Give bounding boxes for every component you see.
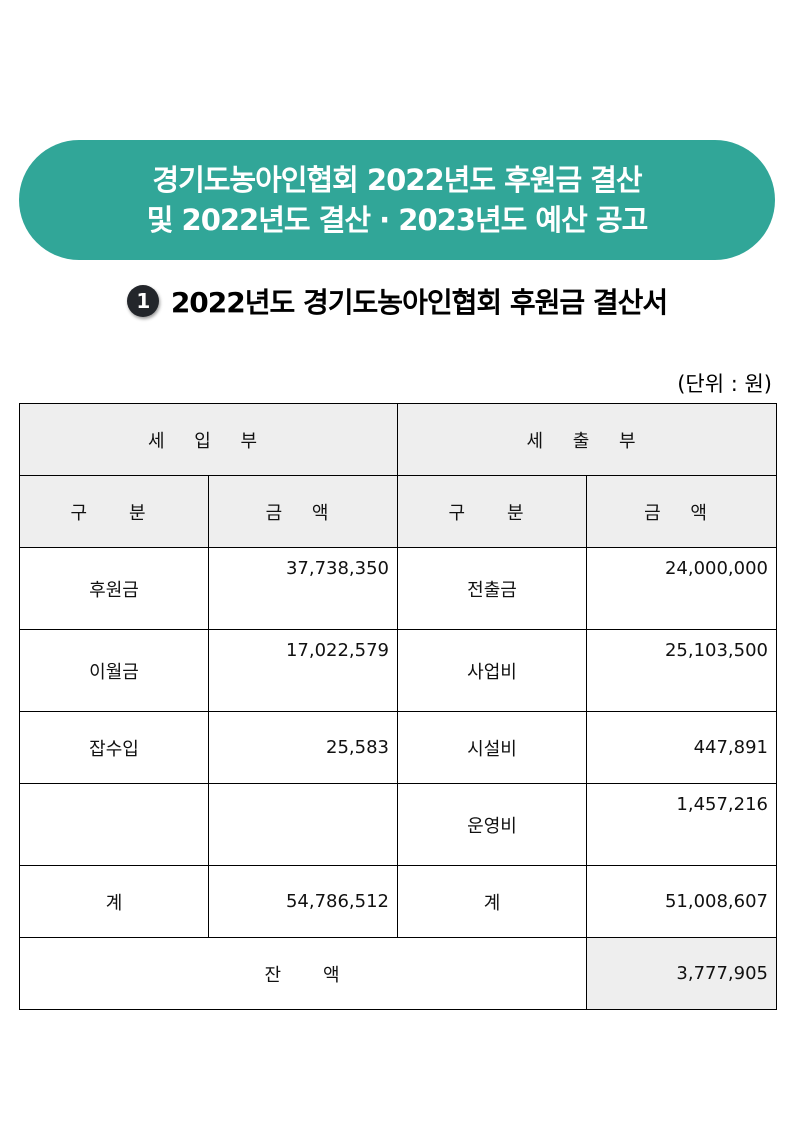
income-amount: 17,022,579 bbox=[208, 629, 398, 712]
expense-label: 시설비 bbox=[397, 711, 587, 784]
income-total-label: 계 bbox=[19, 865, 209, 938]
income-label: 잡수입 bbox=[19, 711, 209, 784]
income-amount bbox=[208, 783, 398, 866]
expense-label: 전출금 bbox=[397, 547, 587, 630]
income-header: 세 입 부 bbox=[19, 403, 398, 476]
unit-label: (단위 : 원) bbox=[677, 372, 772, 396]
expense-amount: 1,457,216 bbox=[586, 783, 777, 866]
expense-header: 세 출 부 bbox=[397, 403, 777, 476]
expense-amount: 25,103,500 bbox=[586, 629, 777, 712]
table-row: 운영비 1,457,216 bbox=[19, 783, 777, 866]
expense-category-header: 구 분 bbox=[397, 475, 587, 548]
section-heading: 1 2022년도 경기도농아인협회 후원금 결산서 bbox=[0, 280, 794, 322]
table-row: 후원금 37,738,350 전출금 24,000,000 bbox=[19, 547, 777, 630]
balance-label: 잔 액 bbox=[19, 937, 587, 1010]
balance-amount: 3,777,905 bbox=[586, 937, 777, 1010]
income-label: 후원금 bbox=[19, 547, 209, 630]
section-title: 2022년도 경기도농아인협회 후원금 결산서 bbox=[170, 286, 668, 319]
table-row: 잡수입 25,583 시설비 447,891 bbox=[19, 711, 777, 784]
expense-total-amount: 51,008,607 bbox=[586, 865, 777, 938]
income-category-header: 구 분 bbox=[19, 475, 209, 548]
title-banner: 경기도농아인협회 2022년도 후원금 결산 및 2022년도 결산 · 202… bbox=[19, 140, 775, 260]
income-amount: 25,583 bbox=[208, 711, 398, 784]
income-label: 이월금 bbox=[19, 629, 209, 712]
income-amount-header: 금 액 bbox=[208, 475, 398, 548]
income-total-amount: 54,786,512 bbox=[208, 865, 398, 938]
expense-label: 운영비 bbox=[397, 783, 587, 866]
balance-row: 잔 액 3,777,905 bbox=[19, 937, 777, 1010]
income-amount: 37,738,350 bbox=[208, 547, 398, 630]
section-number-badge: 1 bbox=[126, 285, 159, 317]
settlement-table: 세 입 부 세 출 부 구 분 금 액 구 분 금 액 후원금 37,738,3… bbox=[19, 403, 777, 1010]
expense-amount: 447,891 bbox=[586, 711, 777, 784]
expense-amount-header: 금 액 bbox=[586, 475, 777, 548]
title-line-1: 경기도농아인협회 2022년도 후원금 결산 bbox=[152, 163, 642, 197]
income-label bbox=[19, 783, 209, 866]
total-row: 계 54,786,512 계 51,008,607 bbox=[19, 865, 777, 938]
expense-amount: 24,000,000 bbox=[586, 547, 777, 630]
table-row: 이월금 17,022,579 사업비 25,103,500 bbox=[19, 629, 777, 712]
expense-total-label: 계 bbox=[397, 865, 587, 938]
title-line-2: 및 2022년도 결산 · 2023년도 예산 공고 bbox=[146, 203, 648, 237]
expense-label: 사업비 bbox=[397, 629, 587, 712]
